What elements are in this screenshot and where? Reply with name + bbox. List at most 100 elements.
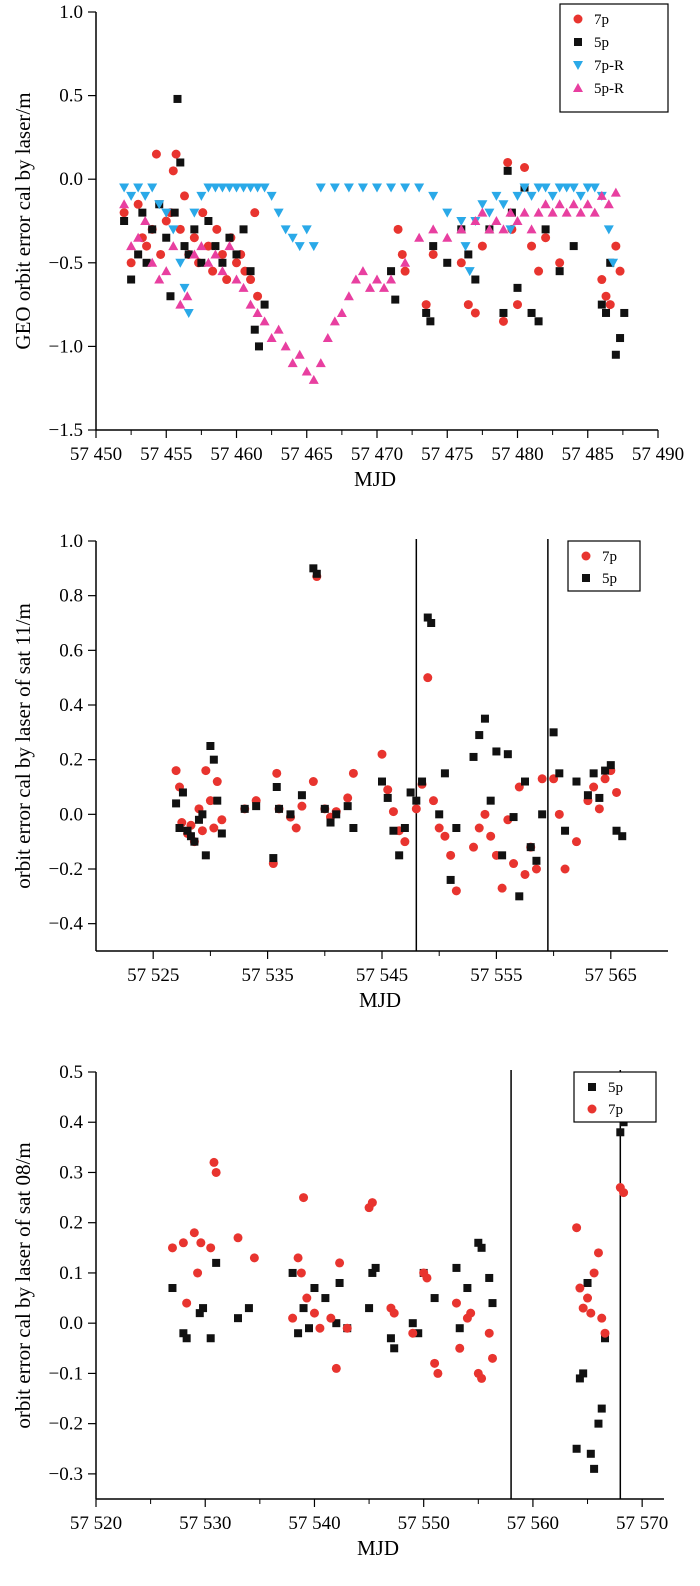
axes: 57 520 57 530 57 540 57 550 57 560 57 570 0.5 0… xyxy=(49,1062,669,1534)
data-point xyxy=(161,208,172,218)
data-point xyxy=(189,208,200,218)
data-point xyxy=(154,274,165,284)
data-point xyxy=(464,267,475,277)
data-point xyxy=(486,831,496,841)
data-point xyxy=(294,242,305,252)
data-point xyxy=(217,183,228,193)
data-point xyxy=(189,233,199,243)
data-point xyxy=(201,851,210,860)
data-point xyxy=(350,274,361,284)
data-point xyxy=(310,1284,319,1293)
data-point xyxy=(477,200,488,210)
data-point xyxy=(422,1273,432,1283)
data-point xyxy=(218,258,227,267)
data-point xyxy=(491,191,502,201)
data-point xyxy=(400,837,410,847)
data-point xyxy=(503,750,512,759)
data-point xyxy=(301,366,312,376)
y-tick-label: 0.1 xyxy=(59,1263,83,1284)
data-point xyxy=(589,183,600,193)
data-point xyxy=(154,200,165,210)
data-point xyxy=(389,826,398,835)
data-point xyxy=(540,183,551,193)
data-point xyxy=(156,249,166,259)
data-point xyxy=(168,1284,177,1293)
x-tick-label: 57 550 xyxy=(398,1513,450,1534)
data-point xyxy=(182,1298,192,1308)
data-point xyxy=(603,225,614,235)
data-point xyxy=(126,258,136,268)
data-point xyxy=(203,241,213,251)
data-point xyxy=(335,1258,345,1268)
data-point xyxy=(393,224,403,234)
data-point xyxy=(194,815,203,824)
data-point xyxy=(484,1328,494,1338)
data-point xyxy=(497,883,507,893)
data-point xyxy=(480,809,490,819)
data-point xyxy=(414,1329,423,1338)
data-point xyxy=(336,307,347,317)
data-point xyxy=(315,183,326,193)
data-point xyxy=(308,374,319,384)
data-point xyxy=(348,768,358,778)
x-tick-label: 57 450 xyxy=(70,444,122,465)
data-point xyxy=(142,258,151,267)
data-point xyxy=(541,225,550,234)
data-point xyxy=(601,1334,610,1343)
data-point xyxy=(470,308,480,318)
data-point xyxy=(480,714,489,723)
data-point xyxy=(491,216,502,225)
data-point xyxy=(547,207,558,217)
data-point xyxy=(498,224,509,234)
y-tick-label: −0.3 xyxy=(49,1464,83,1485)
y-tick-label: 0.5 xyxy=(59,1062,83,1083)
data-point xyxy=(231,183,242,193)
data-point xyxy=(429,242,438,251)
legend-label: 7p xyxy=(608,1102,623,1118)
data-point xyxy=(171,149,181,159)
data-point xyxy=(475,731,484,740)
data-point xyxy=(474,823,484,833)
data-point xyxy=(280,225,291,235)
data-point xyxy=(142,241,152,251)
data-point xyxy=(183,826,192,835)
y-tick-label: 1.0 xyxy=(59,531,83,552)
data-point xyxy=(312,569,321,578)
data-point xyxy=(612,787,622,797)
data-point xyxy=(253,291,263,301)
data-point xyxy=(168,225,179,235)
data-point xyxy=(305,1324,313,1333)
data-point xyxy=(259,183,270,193)
data-point xyxy=(477,1373,487,1383)
legend-label: 5p xyxy=(602,571,617,587)
data-point xyxy=(269,854,278,863)
data-point xyxy=(246,275,256,285)
data-point xyxy=(428,249,438,259)
data-point xyxy=(209,755,218,764)
data-point xyxy=(575,1374,584,1383)
data-point xyxy=(162,233,171,242)
data-point xyxy=(400,266,410,276)
data-point xyxy=(134,250,143,259)
data-point xyxy=(485,1273,494,1282)
series-7p xyxy=(167,1157,629,1383)
data-point xyxy=(309,564,318,573)
y-tick-label: −0.4 xyxy=(49,914,84,935)
data-point xyxy=(583,791,592,800)
data-point xyxy=(414,232,425,242)
legend-marker xyxy=(581,551,591,561)
data-point xyxy=(400,183,411,193)
data-point xyxy=(616,1128,625,1137)
data-point xyxy=(273,208,284,218)
data-point xyxy=(245,299,256,309)
data-point xyxy=(371,1263,380,1272)
data-point xyxy=(430,1294,439,1303)
data-point xyxy=(519,183,530,193)
y-tick-label: 1.0 xyxy=(59,2,83,23)
data-point xyxy=(260,300,269,309)
data-point xyxy=(133,199,143,209)
data-point xyxy=(540,199,551,209)
data-point xyxy=(170,208,179,217)
data-point xyxy=(250,208,260,218)
